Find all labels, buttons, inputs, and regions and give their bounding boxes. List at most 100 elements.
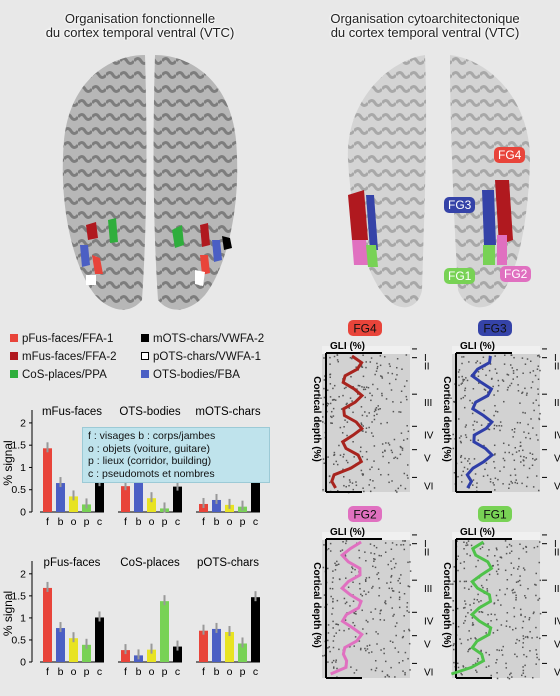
cell-dot: [361, 386, 363, 388]
cell-dot: [520, 614, 522, 617]
cell-dot: [467, 460, 469, 462]
cell-dot: [323, 462, 325, 464]
cell-dot: [355, 481, 357, 483]
cell-dot: [380, 554, 382, 557]
cell-dot: [323, 357, 325, 359]
cell-dot: [337, 623, 340, 626]
cell-dot: [406, 474, 409, 477]
cell-dot: [322, 489, 324, 491]
cell-dot: [527, 432, 530, 435]
cell-dot: [517, 568, 519, 570]
cell-dot: [494, 404, 496, 407]
cell-dot: [323, 396, 326, 399]
cell-dot: [479, 362, 482, 364]
cell-dot: [374, 408, 377, 411]
bar: [225, 632, 234, 662]
cell-dot: [495, 547, 498, 549]
cell-dot: [365, 619, 368, 622]
cell-dot: [377, 405, 379, 407]
cell-dot: [458, 376, 460, 378]
layer-label: VI: [554, 481, 560, 492]
cell-dot: [384, 676, 387, 678]
cell-dot: [375, 409, 377, 411]
cell-dot: [523, 569, 526, 571]
cell-dot: [326, 402, 328, 405]
cell-dot: [367, 386, 370, 389]
cell-dot: [362, 354, 364, 357]
cell-dot: [516, 376, 518, 378]
cell-dot: [334, 399, 337, 401]
cell-dot: [516, 638, 518, 641]
cell-dot: [477, 375, 480, 378]
cell-dot: [513, 431, 516, 433]
x-tick-label: c: [97, 516, 102, 528]
cell-dot: [354, 610, 357, 613]
cell-dot: [497, 379, 500, 382]
cell-dot: [475, 565, 477, 568]
cell-dot: [529, 437, 532, 440]
cell-dot: [459, 638, 461, 640]
cell-dot: [406, 438, 409, 440]
cell-dot: [518, 579, 521, 582]
cell-dot: [465, 544, 467, 547]
layer-label: V: [554, 454, 560, 465]
cell-dot: [495, 661, 497, 664]
cell-dot: [512, 592, 514, 594]
cell-dot: [522, 666, 524, 668]
cell-dot: [504, 593, 506, 596]
cell-dot: [399, 411, 402, 413]
cell-dot: [456, 558, 458, 561]
cell-dot: [519, 543, 521, 546]
cell-dot: [535, 584, 537, 586]
cell-dot: [343, 476, 345, 478]
cell-dot: [369, 392, 371, 395]
cell-dot: [537, 365, 540, 367]
layer-label: VI: [424, 667, 433, 678]
cell-dot: [388, 461, 390, 464]
cell-dot: [481, 368, 484, 370]
cell-dot: [535, 399, 537, 401]
cell-dot: [457, 555, 460, 557]
cell-dot: [535, 475, 538, 477]
left-hemisphere: [62, 55, 147, 310]
cell-dot: [381, 443, 384, 445]
cell-dot: [494, 477, 497, 480]
layer-label: II: [424, 548, 430, 559]
cell-dot: [462, 665, 464, 667]
cell-dot: [364, 411, 366, 413]
cell-dot: [516, 482, 519, 485]
cell-dot: [502, 483, 504, 485]
cell-dot: [463, 561, 465, 563]
cell-dot: [505, 620, 508, 622]
cell-dot: [377, 468, 380, 470]
cell-dot: [342, 456, 344, 458]
cell-dot: [393, 438, 396, 441]
cell-dot: [495, 425, 498, 427]
cell-dot: [370, 357, 373, 359]
cell-dot: [484, 389, 487, 391]
cell-dot: [512, 588, 515, 591]
bar: [199, 503, 208, 512]
fg-tag-bg: [478, 506, 512, 522]
cell-dot: [400, 446, 402, 449]
cell-dot: [395, 634, 397, 637]
cell-dot: [388, 481, 390, 484]
cell-dot: [476, 360, 479, 362]
cell-dot: [336, 599, 339, 602]
cell-dot: [488, 549, 490, 551]
cell-dot: [361, 414, 364, 417]
cell-dot: [352, 441, 354, 443]
cell-dot: [363, 490, 365, 493]
layer-label: III: [554, 584, 560, 595]
cell-dot: [355, 669, 358, 671]
cell-dot: [472, 623, 475, 626]
x-tick-label: f: [46, 666, 49, 678]
cell-dot: [388, 382, 391, 385]
cell-dot: [488, 654, 491, 656]
cell-dot: [532, 676, 534, 679]
cell-dot: [331, 661, 333, 664]
layer-label: V: [554, 640, 560, 651]
cell-dot: [353, 672, 356, 674]
cell-dot: [335, 659, 337, 661]
layer-label: IV: [424, 430, 434, 441]
